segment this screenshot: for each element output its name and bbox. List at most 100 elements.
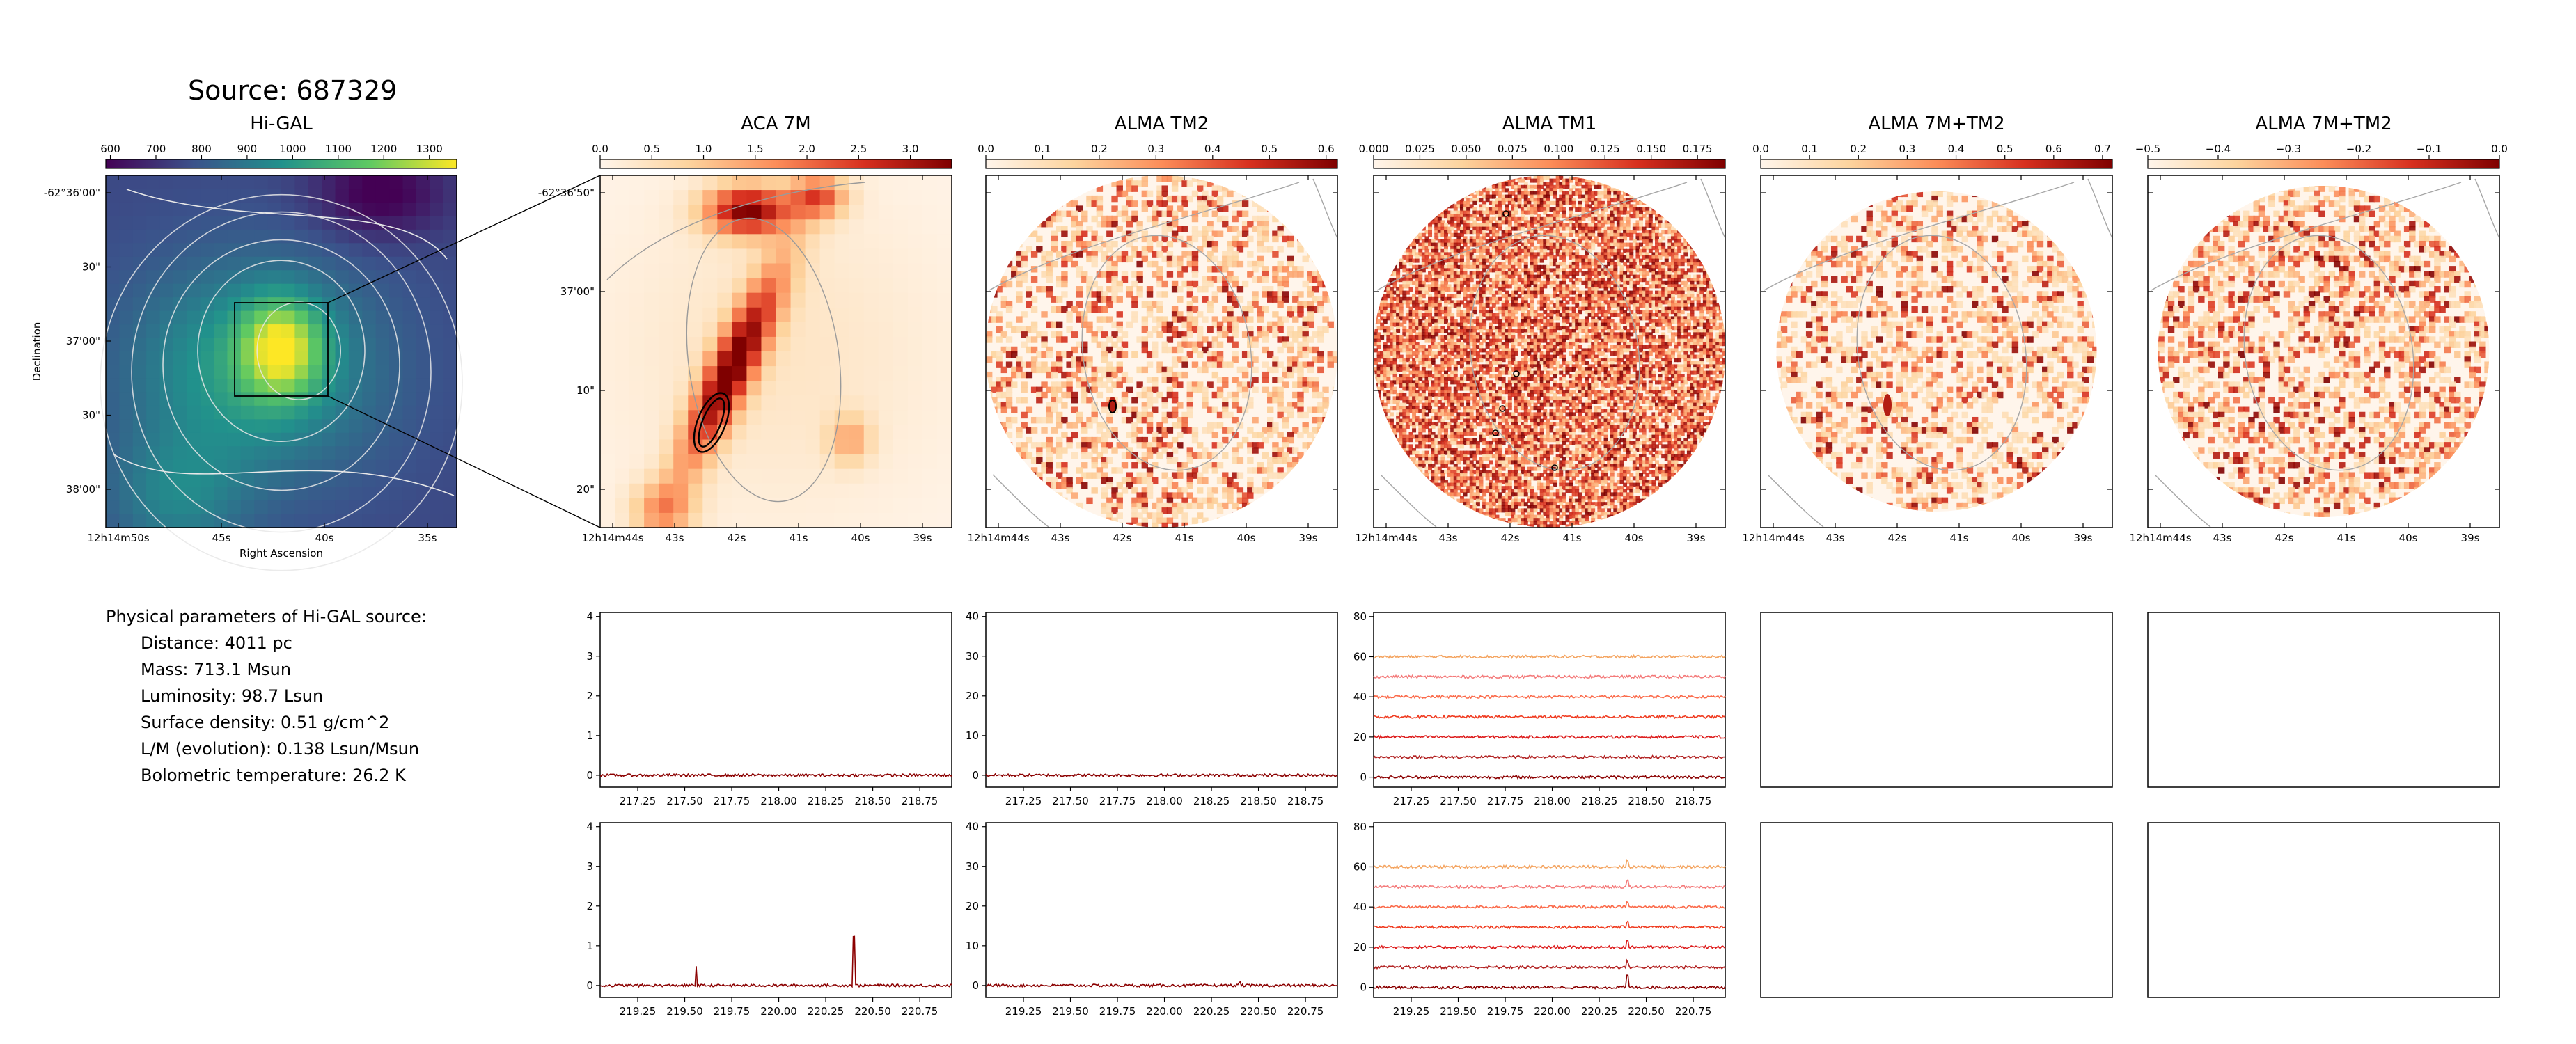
noise-blob xyxy=(1091,462,1098,469)
noise-blob xyxy=(1610,226,1615,231)
noise-blob xyxy=(1380,204,1385,209)
noise-blob xyxy=(1051,240,1058,248)
noise-blob xyxy=(1498,210,1503,215)
noise-blob xyxy=(1111,221,1118,228)
higal-pixel xyxy=(200,351,214,366)
noise-blob xyxy=(1619,178,1624,183)
noise-blob xyxy=(1121,210,1129,217)
noise-blob xyxy=(1322,190,1329,198)
higal-pixel xyxy=(132,419,147,434)
higal-pixel xyxy=(416,514,430,528)
noise-blob xyxy=(1272,326,1279,333)
noise-blob xyxy=(1507,214,1512,219)
noise-blob xyxy=(1191,381,1199,388)
higal-pixel xyxy=(254,229,269,244)
noise-blob xyxy=(1327,205,1334,212)
noise-blob xyxy=(1562,210,1566,215)
noise-blob xyxy=(1000,296,1008,303)
noise-blob xyxy=(1463,178,1468,183)
noise-blob xyxy=(1066,482,1073,489)
noise-blob xyxy=(1101,442,1108,449)
noise-blob xyxy=(1571,226,1576,231)
higal-pixel xyxy=(281,310,295,325)
noise-blob xyxy=(1559,214,1564,219)
noise-blob xyxy=(1282,502,1289,509)
noise-blob xyxy=(1061,185,1068,192)
aca7m-pixel xyxy=(819,483,835,499)
noise-blob xyxy=(1177,331,1184,338)
noise-blob xyxy=(1594,210,1599,215)
noise-blob xyxy=(1635,226,1640,231)
noise-blob xyxy=(1491,204,1496,209)
noise-blob xyxy=(1386,204,1391,209)
noise-blob xyxy=(1600,204,1605,209)
noise-blob xyxy=(1632,184,1637,189)
aca7m-pixel xyxy=(776,263,792,279)
noise-blob xyxy=(1086,436,1093,444)
noise-blob xyxy=(1463,220,1468,225)
higal-pixel xyxy=(200,310,214,325)
aca7m-pixel xyxy=(761,292,777,308)
higal-pixel xyxy=(348,270,363,285)
noise-blob xyxy=(1322,416,1329,424)
higal-pixel xyxy=(348,324,363,339)
aca7m-pixel xyxy=(600,439,615,455)
noise-blob xyxy=(996,522,1003,528)
aca7m-pixel xyxy=(893,351,909,367)
noise-blob xyxy=(1511,182,1516,187)
noise-blob xyxy=(1600,216,1605,221)
noise-blob xyxy=(1530,214,1534,219)
noise-blob xyxy=(1616,198,1621,203)
noise-blob xyxy=(1036,517,1043,524)
noise-blob xyxy=(1376,226,1381,231)
aca7m-pixel xyxy=(688,454,703,470)
aca7m-pixel xyxy=(819,322,835,338)
aca7m-pixel xyxy=(717,278,732,294)
noise-blob xyxy=(1021,260,1028,268)
noise-blob xyxy=(1648,220,1653,225)
noise-blob xyxy=(1030,457,1038,464)
noise-blob xyxy=(1146,411,1154,419)
noise-blob xyxy=(1232,215,1239,223)
noise-blob xyxy=(1211,336,1219,343)
higal-pixel xyxy=(322,297,336,312)
noise-blob xyxy=(1211,240,1219,248)
noise-blob xyxy=(1056,492,1063,499)
higal-pixel xyxy=(362,338,377,352)
noise-blob xyxy=(1076,226,1083,232)
noise-blob xyxy=(1000,391,1008,399)
higal-pixel xyxy=(200,297,214,312)
noise-blob xyxy=(1287,210,1294,217)
noise-blob xyxy=(1121,351,1129,358)
noise-blob xyxy=(1591,194,1596,199)
noise-blob xyxy=(1507,200,1512,205)
noise-blob xyxy=(986,371,993,379)
noise-blob xyxy=(1197,205,1204,212)
noise-blob xyxy=(1267,457,1274,464)
noise-blob xyxy=(1431,200,1436,205)
noise-blob xyxy=(1715,184,1720,189)
aca7m-pixel xyxy=(776,410,792,426)
aca7m-pixel xyxy=(805,190,821,205)
noise-blob xyxy=(1327,432,1334,439)
noise-blob xyxy=(1146,442,1154,449)
aca7m-pixel xyxy=(936,381,952,396)
higal-pixel xyxy=(362,365,377,379)
noise-blob xyxy=(1463,226,1468,231)
noise-blob xyxy=(1156,175,1163,182)
noise-blob xyxy=(1051,386,1058,393)
noise-blob xyxy=(1613,210,1618,215)
higal-pixel xyxy=(389,392,404,406)
noise-blob xyxy=(1282,296,1289,303)
noise-blob xyxy=(1549,216,1554,221)
noise-blob xyxy=(1559,198,1564,203)
higal-pixel xyxy=(375,500,390,515)
aca7m-pixel xyxy=(936,395,952,411)
noise-blob xyxy=(1136,366,1143,374)
noise-blob xyxy=(1578,200,1582,205)
noise-blob xyxy=(1616,191,1621,196)
noise-blob xyxy=(996,286,1003,293)
noise-blob xyxy=(1232,402,1239,409)
noise-blob xyxy=(1645,223,1650,228)
noise-blob xyxy=(1126,386,1133,393)
